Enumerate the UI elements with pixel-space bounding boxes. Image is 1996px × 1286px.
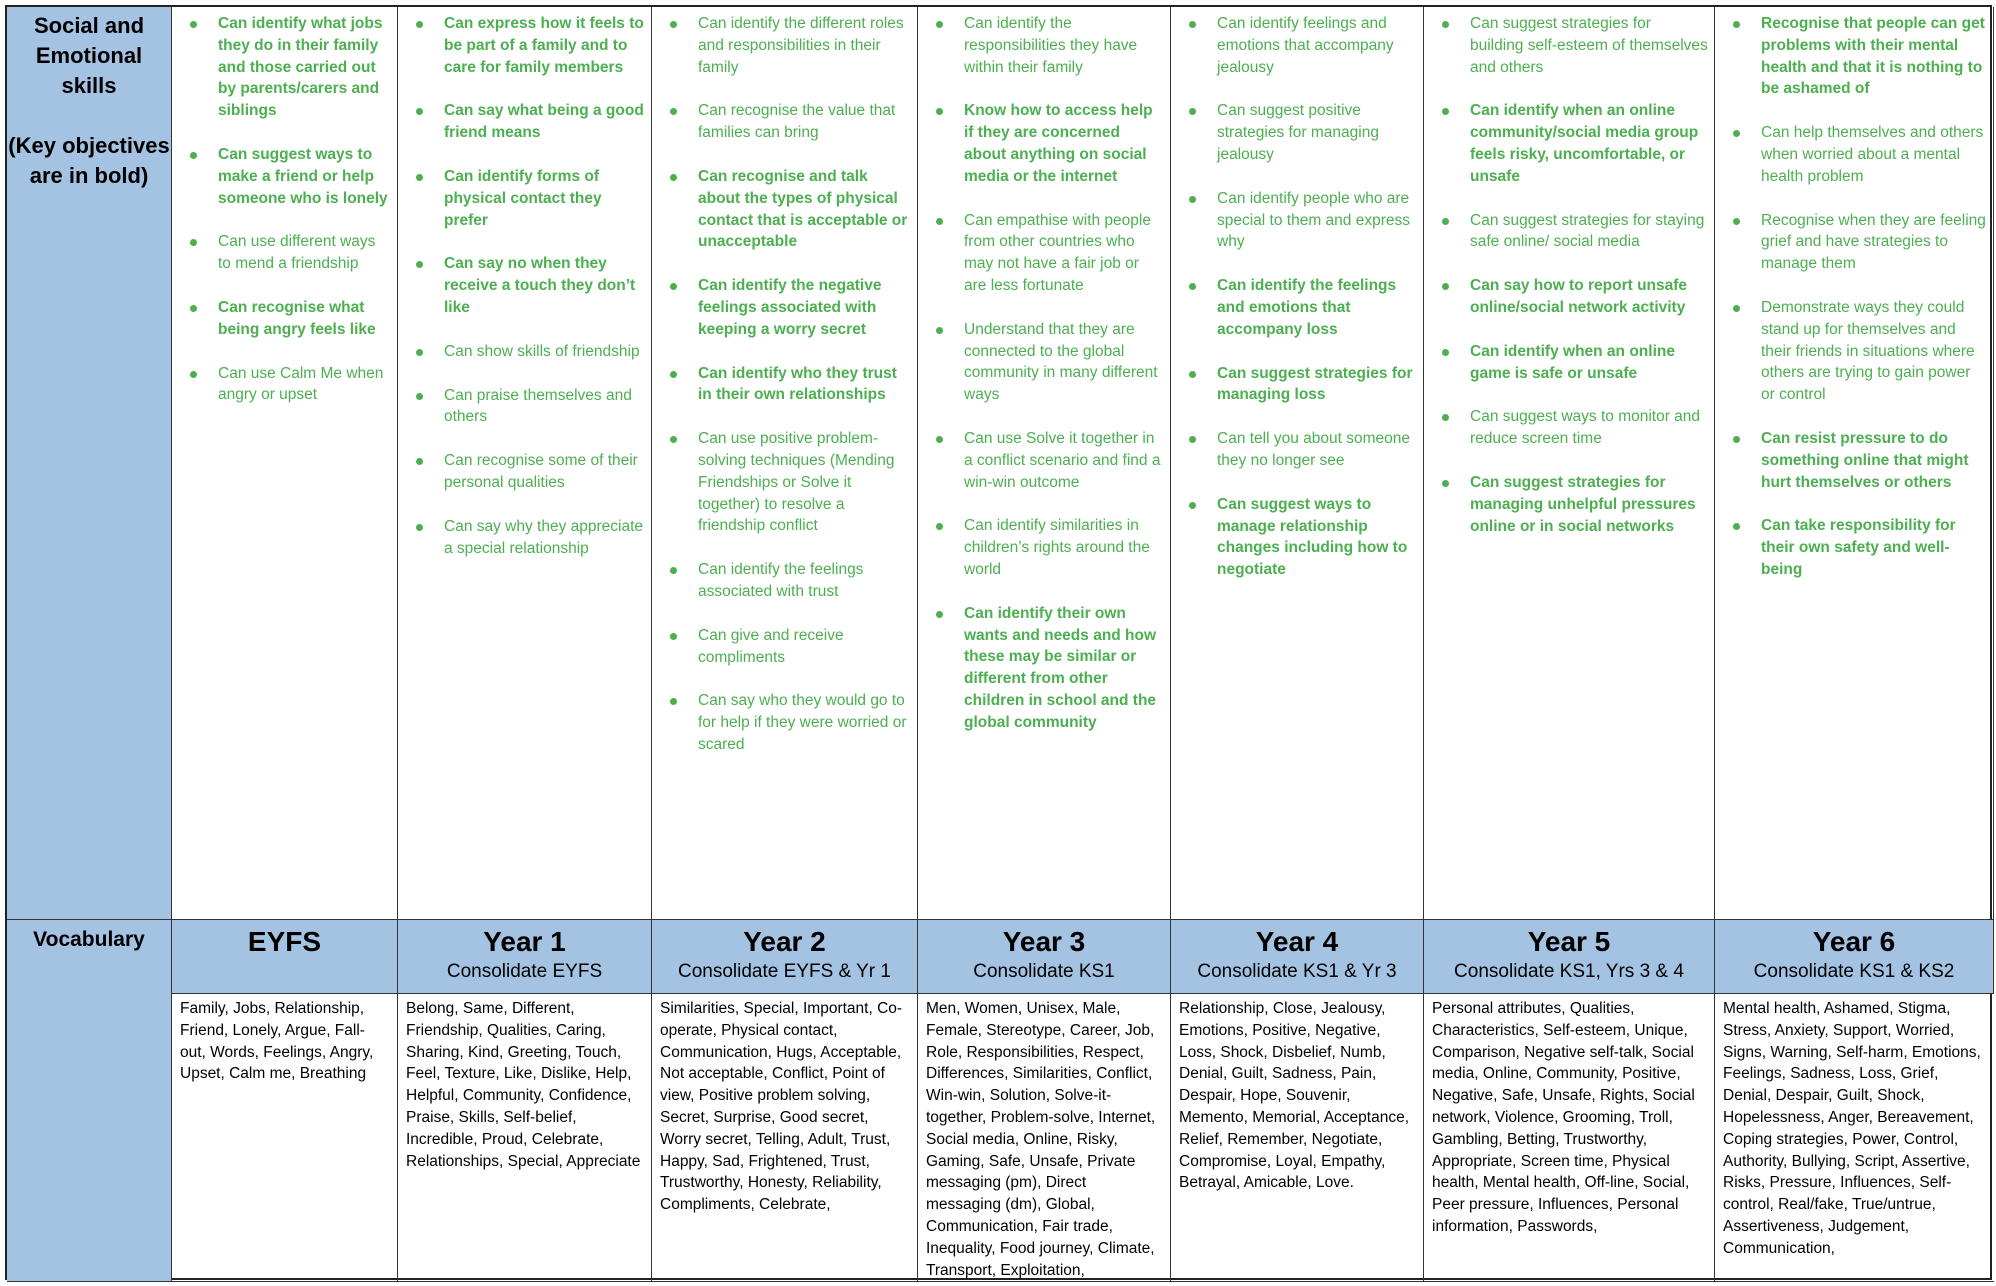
vocabulary-cell-2: Similarities, Special, Important, Co-ope… [652, 994, 918, 1282]
year-label: EYFS [247, 926, 322, 957]
objective-item: Can empathise with people from other cou… [928, 210, 1164, 297]
objective-item: Can give and receive compliments [662, 625, 911, 669]
objective-item: Can identify when an online community/so… [1434, 100, 1708, 187]
objective-item: Can suggest ways to make a friend or hel… [182, 144, 391, 209]
objective-item: Can identify people who are special to t… [1181, 188, 1417, 253]
objectives-cell-5: Can suggest strategies for building self… [1424, 7, 1715, 920]
objectives-list: Can suggest strategies for building self… [1424, 7, 1714, 537]
objective-item: Can identify the responsibilities they h… [928, 13, 1164, 78]
year-label: Year 5 [1527, 926, 1611, 957]
objective-item: Can identify the feelings associated wit… [662, 559, 911, 603]
skills-row-header: Social and Emotional skills (Key objectiv… [7, 7, 172, 920]
vocabulary-cell-6: Mental health, Ashamed, Stigma, Stress, … [1715, 994, 1994, 1282]
objectives-cell-3: Can identify the responsibilities they h… [918, 7, 1171, 920]
objective-item: Know how to access help if they are conc… [928, 100, 1164, 187]
year-header-5: Year 5 Consolidate KS1, Yrs 3 & 4 [1424, 920, 1715, 994]
objective-item: Demonstrate ways they could stand up for… [1725, 297, 1987, 406]
objectives-cell-0: Can identify what jobs they do in their … [172, 7, 398, 920]
objectives-list: Can identify feelings and emotions that … [1171, 7, 1423, 581]
objective-item: Can express how it feels to be part of a… [408, 13, 645, 78]
objective-item: Can identify what jobs they do in their … [182, 13, 391, 122]
objective-item: Can show skills of friendship [408, 341, 645, 363]
vocabulary-cell-3: Men, Women, Unisex, Male, Female, Stereo… [918, 994, 1171, 1282]
objective-item: Can identify forms of physical contact t… [408, 166, 645, 231]
objective-item: Can identify their own wants and needs a… [928, 603, 1164, 734]
objective-item: Can resist pressure to do something onli… [1725, 428, 1987, 493]
year-header-4: Year 4 Consolidate KS1 & Yr 3 [1171, 920, 1424, 994]
objectives-cell-1: Can express how it feels to be part of a… [398, 7, 652, 920]
objectives-list: Can identify the responsibilities they h… [918, 7, 1170, 734]
objective-item: Can identify who they trust in their own… [662, 363, 911, 407]
objective-item: Can say what being a good friend means [408, 100, 645, 144]
vocabulary-cell-0: Family, Jobs, Relationship, Friend, Lone… [172, 994, 398, 1282]
objective-item: Can say why they appreciate a special re… [408, 516, 645, 560]
objective-item: Understand that they are connected to th… [928, 319, 1164, 406]
year-header-1: Year 1 Consolidate EYFS [398, 920, 652, 994]
year-label: Year 2 [743, 926, 826, 957]
objective-item: Can tell you about someone they no longe… [1181, 428, 1417, 472]
consolidate-label: Consolidate KS1 [973, 961, 1115, 982]
objective-item: Can say who they would go to for help if… [662, 690, 911, 755]
consolidate-label: Consolidate KS1, Yrs 3 & 4 [1454, 961, 1684, 982]
objective-item: Can recognise the value that families ca… [662, 100, 911, 144]
consolidate-label: Consolidate EYFS & Yr 1 [678, 961, 891, 982]
vocabulary-row-header: Vocabulary [7, 920, 172, 1282]
objective-item: Can suggest strategies for managing unhe… [1434, 472, 1708, 537]
objective-item: Can suggest ways to manage relationship … [1181, 494, 1417, 581]
objective-item: Recognise when they are feeling grief an… [1725, 210, 1987, 275]
objective-item: Can recognise some of their personal qua… [408, 450, 645, 494]
objectives-list: Recognise that people can get problems w… [1715, 7, 1993, 581]
vocabulary-cell-5: Personal attributes, Qualities, Characte… [1424, 994, 1715, 1282]
objective-item: Can help themselves and others when worr… [1725, 122, 1987, 187]
objective-item: Can recognise and talk about the types o… [662, 166, 911, 253]
objective-item: Can say no when they receive a touch the… [408, 253, 645, 318]
objective-item: Can suggest ways to monitor and reduce s… [1434, 406, 1708, 450]
objective-item: Can suggest strategies for managing loss [1181, 363, 1417, 407]
objectives-list: Can express how it feels to be part of a… [398, 7, 651, 559]
year-label: Year 3 [1002, 926, 1086, 957]
objective-item: Can suggest strategies for building self… [1434, 13, 1708, 78]
objective-item: Can praise themselves and others [408, 385, 645, 429]
objective-item: Can say how to report unsafe online/soci… [1434, 275, 1708, 319]
objective-item: Can identify the different roles and res… [662, 13, 911, 78]
objective-item: Can identify feelings and emotions that … [1181, 13, 1417, 78]
objective-item: Can take responsibility for their own sa… [1725, 515, 1987, 580]
objectives-list: Can identify what jobs they do in their … [172, 7, 397, 406]
year-label: Year 4 [1255, 926, 1339, 957]
objective-item: Can use Calm Me when angry or upset [182, 363, 391, 407]
objective-item: Can identify the feelings and emotions t… [1181, 275, 1417, 340]
objective-item: Can use Solve it together in a conflict … [928, 428, 1164, 493]
consolidate-label: Consolidate KS1 & KS2 [1753, 961, 1955, 982]
objective-item: Can identify similarities in children’s … [928, 515, 1164, 580]
consolidate-label: Consolidate KS1 & Yr 3 [1197, 961, 1397, 982]
objective-item: Can identify when an online game is safe… [1434, 341, 1708, 385]
objective-item: Can use positive problem-solving techniq… [662, 428, 911, 537]
year-header-3: Year 3 Consolidate KS1 [918, 920, 1171, 994]
key-objectives-note: (Key objectives are in bold) [8, 133, 170, 188]
year-header-6: Year 6 Consolidate KS1 & KS2 [1715, 920, 1994, 994]
objectives-cell-4: Can identify feelings and emotions that … [1171, 7, 1424, 920]
curriculum-table: Social and Emotional skills (Key objectiv… [5, 5, 1994, 1282]
objective-item: Can recognise what being angry feels lik… [182, 297, 391, 341]
objective-item: Can use different ways to mend a friends… [182, 231, 391, 275]
year-label: Year 1 [483, 926, 566, 957]
objectives-list: Can identify the different roles and res… [652, 7, 917, 756]
consolidate-label: Consolidate EYFS [446, 961, 603, 982]
objective-item: Can suggest positive strategies for mana… [1181, 100, 1417, 165]
vocabulary-cell-4: Relationship, Close, Jealousy, Emotions,… [1171, 994, 1424, 1282]
objectives-cell-6: Recognise that people can get problems w… [1715, 7, 1994, 920]
year-label: Year 6 [1812, 926, 1896, 957]
objectives-cell-2: Can identify the different roles and res… [652, 7, 918, 920]
objective-item: Can identify the negative feelings assoc… [662, 275, 911, 340]
year-header-0: EYFS [172, 920, 398, 994]
objective-item: Recognise that people can get problems w… [1725, 13, 1987, 100]
skills-title: Social and Emotional skills [33, 13, 145, 98]
vocabulary-cell-1: Belong, Same, Different, Friendship, Qua… [398, 994, 652, 1282]
year-header-2: Year 2 Consolidate EYFS & Yr 1 [652, 920, 918, 994]
objective-item: Can suggest strategies for staying safe … [1434, 210, 1708, 254]
